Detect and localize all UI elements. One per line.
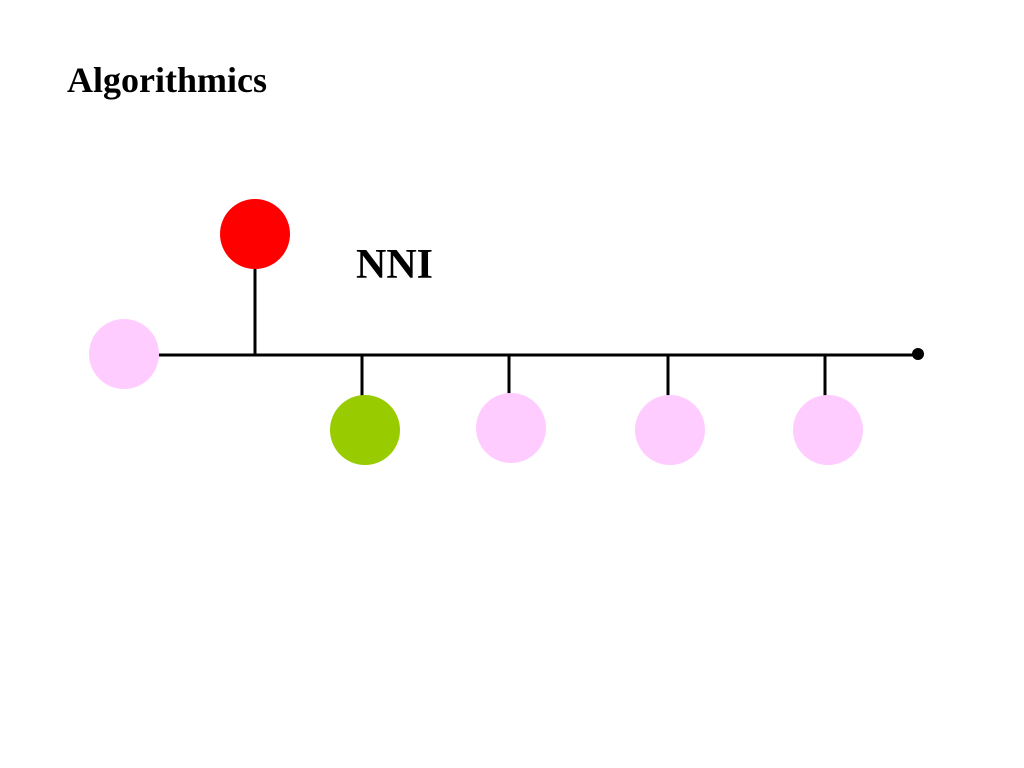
leaf-node	[635, 395, 705, 465]
diagram-label: NNI	[356, 242, 433, 288]
endpoint	[912, 348, 924, 360]
title: Algorithmics	[67, 60, 267, 100]
tree-edges	[158, 268, 918, 397]
leaf-node	[89, 319, 159, 389]
leaf-node	[476, 393, 546, 463]
green-node	[330, 395, 400, 465]
red-node	[220, 199, 290, 269]
leaf-node	[793, 395, 863, 465]
